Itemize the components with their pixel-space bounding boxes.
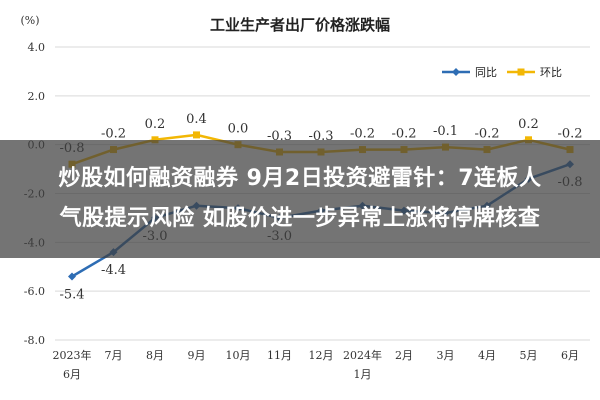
data-label: -0.2 bbox=[101, 127, 126, 142]
x-tick-label: 8月 bbox=[146, 349, 164, 362]
data-label: -0.2 bbox=[391, 127, 416, 142]
legend-marker bbox=[517, 68, 525, 76]
data-label: -0.2 bbox=[474, 127, 499, 142]
legend-label: 环比 bbox=[540, 66, 562, 79]
data-point bbox=[151, 136, 159, 144]
legend-label: 同比 bbox=[475, 66, 497, 79]
x-tick-label: 3月 bbox=[437, 349, 455, 362]
y-tick-label: 2.0 bbox=[28, 90, 46, 103]
y-axis-unit-label: (%) bbox=[20, 14, 39, 27]
headline-line-2: 气股提示风险 如股价进一步异常上涨将停牌核查 bbox=[59, 206, 541, 231]
y-tick-label: -6.0 bbox=[24, 285, 45, 298]
data-label: -0.2 bbox=[350, 127, 375, 142]
x-tick-label: 4月 bbox=[478, 349, 496, 362]
legend-marker bbox=[452, 68, 460, 76]
x-tick-label: 2月 bbox=[395, 349, 413, 362]
data-point bbox=[525, 136, 532, 144]
x-tick-label: 10月 bbox=[226, 349, 251, 362]
data-label: 0.4 bbox=[186, 112, 207, 127]
x-tick-label: 2024年 bbox=[343, 348, 382, 362]
x-tick-label: 7月 bbox=[105, 349, 123, 362]
x-tick-label-second-line: 6月 bbox=[63, 368, 81, 381]
y-tick-label: 4.0 bbox=[28, 41, 46, 54]
data-label: 0.2 bbox=[145, 117, 166, 132]
headline-line-1: 炒股如何融资融券 9月2日投资避雷针：7连板人 bbox=[58, 166, 542, 191]
x-tick-label: 9月 bbox=[188, 349, 206, 362]
x-tick-label: 12月 bbox=[309, 349, 334, 362]
data-label: 0.2 bbox=[518, 117, 539, 132]
data-label: -0.2 bbox=[557, 127, 582, 142]
data-label: 0.0 bbox=[228, 122, 249, 137]
chart-title: 工业生产者出厂价格涨跌幅 bbox=[210, 16, 390, 34]
x-tick-label-second-line: 1月 bbox=[354, 368, 372, 381]
headline-overlay[interactable]: 炒股如何融资融券 9月2日投资避雷针：7连板人 气股提示风险 如股价进一步异常上… bbox=[0, 140, 600, 258]
data-point bbox=[68, 272, 76, 281]
data-label: -0.1 bbox=[433, 124, 458, 139]
data-label: -4.4 bbox=[101, 263, 126, 278]
x-tick-label: 5月 bbox=[520, 349, 538, 362]
data-label: -5.4 bbox=[59, 288, 84, 303]
data-point bbox=[193, 131, 200, 139]
x-tick-label: 2023年 bbox=[53, 348, 92, 362]
y-tick-label: -8.0 bbox=[24, 334, 45, 347]
x-tick-label: 11月 bbox=[267, 349, 292, 362]
x-tick-label: 6月 bbox=[561, 349, 579, 362]
